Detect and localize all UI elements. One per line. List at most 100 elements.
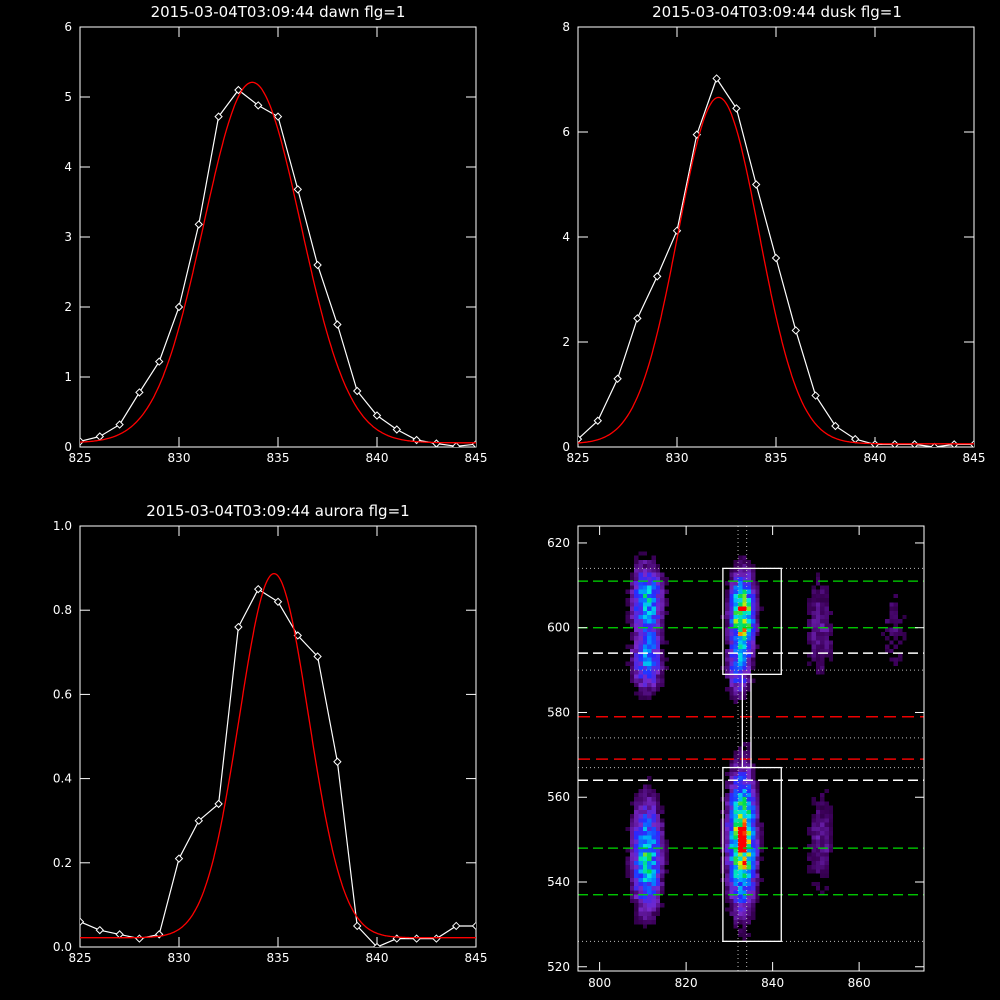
aurora-y-tick-label: 0.0 <box>53 940 72 954</box>
heatmap-x-tick-label: 820 <box>675 976 698 990</box>
aurora-plot-area <box>80 572 476 947</box>
heatmap-x-tick-label: 800 <box>588 976 611 990</box>
heatmap-panel: 800 820 840 860 520 540 560 580 600 620 <box>547 525 925 990</box>
dusk-y-tick-label: 0 <box>562 440 570 454</box>
dawn-data-point <box>174 302 184 312</box>
heatmap-y-tick-label: 540 <box>547 875 570 889</box>
dusk-data-point <box>712 74 721 83</box>
aurora-data-point <box>273 597 283 606</box>
dawn-y-tick-label: 6 <box>64 20 72 34</box>
aurora-data-point <box>313 652 322 661</box>
dawn-y-tick-label: 0 <box>64 440 72 454</box>
dusk-data-point <box>771 253 781 263</box>
dusk-y-tick-label: 4 <box>562 230 570 244</box>
dusk-x-tick-label: 845 <box>963 451 986 465</box>
dawn-data-point <box>293 185 303 194</box>
aurora-data-point <box>194 816 204 825</box>
aurora-data-point <box>174 854 184 863</box>
aurora-data-point <box>214 799 223 809</box>
aurora-data-point <box>471 921 476 931</box>
heatmap-x-tick-label: 840 <box>761 976 784 990</box>
dawn-data-point <box>253 101 263 110</box>
aurora-title: 2015-03-04T03:09:44 aurora flg=1 <box>146 502 409 520</box>
dawn-data-point <box>273 112 283 121</box>
dawn-data-point <box>214 112 223 121</box>
dusk-data-point <box>732 104 741 113</box>
aurora-data-point <box>253 584 263 594</box>
heatmap-region-box <box>741 673 752 769</box>
dawn-title: 2015-03-04T03:09:44 dawn flg=1 <box>151 3 406 21</box>
dusk-data-point <box>593 416 603 425</box>
aurora-data-point <box>451 921 461 931</box>
dusk-y-tick-label: 6 <box>562 125 570 139</box>
aurora-x-tick-label: 845 <box>465 951 488 965</box>
dusk-data-point <box>751 180 761 189</box>
dusk-panel: 2015-03-04T03:09:44 dusk flg=1 825 830 835… <box>562 3 985 465</box>
heatmap-x-tick-label: 860 <box>848 976 871 990</box>
dawn-y-tick-label: 3 <box>64 230 72 244</box>
aurora-data-point <box>352 921 362 931</box>
dusk-data-point <box>791 326 801 335</box>
aurora-y-tick-label: 1.0 <box>53 519 72 533</box>
dusk-x-tick-label: 840 <box>864 451 887 465</box>
heatmap-region-box <box>722 766 782 942</box>
aurora-y-tick-label: 0.2 <box>53 856 72 870</box>
dusk-y-tick-label: 8 <box>562 20 570 34</box>
dawn-data-point <box>333 320 342 329</box>
aurora-data-point <box>95 925 105 935</box>
dawn-y-tick-label: 5 <box>64 90 72 104</box>
dusk-data-point <box>831 421 840 431</box>
aurora-data-point <box>372 942 382 947</box>
dawn-x-tick-label: 825 <box>69 451 92 465</box>
dawn-y-tick-label: 1 <box>64 370 72 384</box>
dusk-x-tick-label: 835 <box>765 451 788 465</box>
aurora-data-point <box>234 622 243 632</box>
aurora-gaussian-fit-line <box>80 572 476 939</box>
dawn-x-tick-label: 845 <box>465 451 488 465</box>
aurora-y-tick-label: 0.4 <box>53 772 72 786</box>
dawn-data-point <box>154 357 164 366</box>
dawn-panel: 2015-03-04T03:09:44 dawn flg=1 825 830 835… <box>64 3 487 465</box>
dusk-gaussian-fit-line <box>578 96 974 445</box>
aurora-x-tick-label: 840 <box>366 951 389 965</box>
dawn-data-point <box>313 260 322 270</box>
heatmap-region-box <box>722 567 782 675</box>
dawn-data-point <box>194 220 204 229</box>
dusk-title: 2015-03-04T03:09:44 dusk flg=1 <box>652 3 902 21</box>
dawn-gaussian-fit-line <box>80 81 476 444</box>
dusk-x-tick-label: 830 <box>666 451 689 465</box>
dawn-data-point <box>115 420 124 429</box>
dusk-data-point <box>633 314 642 323</box>
heatmap-y-tick-label: 580 <box>547 705 570 719</box>
dawn-x-tick-label: 830 <box>168 451 191 465</box>
heatmap-y-tick-label: 520 <box>547 960 570 974</box>
aurora-data-point <box>80 917 85 926</box>
dawn-data-point <box>372 411 382 420</box>
dawn-plot-area <box>80 81 476 447</box>
dawn-data-point <box>392 425 402 434</box>
dusk-data-point <box>930 442 939 447</box>
aurora-data-point <box>333 757 342 766</box>
aurora-x-tick-label: 835 <box>267 951 290 965</box>
dawn-y-tick-label: 4 <box>64 160 72 174</box>
dawn-x-tick-label: 835 <box>267 451 290 465</box>
dawn-data-point <box>135 388 144 397</box>
dawn-data-point <box>451 442 461 447</box>
heatmap-y-tick-label: 620 <box>547 536 570 550</box>
dusk-data-point <box>578 434 583 444</box>
heatmap-plot-frame <box>577 525 925 972</box>
dawn-x-tick-label: 840 <box>366 451 389 465</box>
dusk-data-point <box>613 374 622 383</box>
dusk-x-tick-label: 825 <box>567 451 590 465</box>
dawn-y-tick-label: 2 <box>64 300 72 314</box>
dawn-data-point <box>234 85 243 95</box>
aurora-x-tick-label: 825 <box>69 951 92 965</box>
aurora-y-tick-label: 0.6 <box>53 687 72 701</box>
dusk-data-point <box>811 391 820 400</box>
dusk-y-tick-label: 2 <box>562 335 570 349</box>
aurora-y-tick-label: 0.8 <box>53 603 72 617</box>
aurora-x-tick-label: 830 <box>168 951 191 965</box>
heatmap-y-tick-label: 560 <box>547 790 570 804</box>
dawn-data-point <box>352 386 362 396</box>
